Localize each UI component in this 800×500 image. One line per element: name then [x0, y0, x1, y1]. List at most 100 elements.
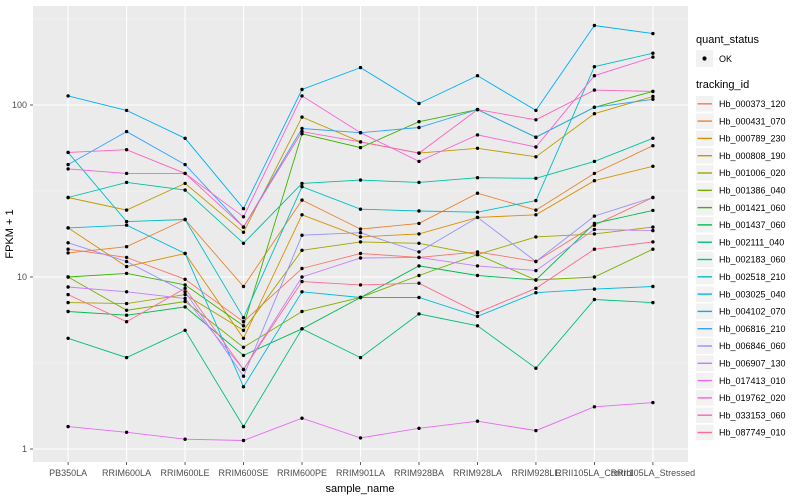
data-point — [124, 264, 129, 269]
data-point — [300, 126, 304, 131]
data-point — [124, 171, 129, 176]
data-point — [124, 430, 129, 434]
data-point — [66, 285, 70, 289]
data-point — [651, 247, 655, 251]
data-point — [183, 283, 187, 287]
data-point — [124, 148, 129, 152]
data-point — [534, 145, 538, 149]
data-point — [592, 247, 597, 251]
data-point — [651, 164, 655, 168]
data-point — [241, 438, 246, 443]
data-point — [651, 55, 655, 59]
data-point — [124, 320, 129, 324]
legend-item: Hb_006846_060 — [696, 338, 786, 354]
data-point — [592, 287, 597, 291]
data-point — [417, 125, 421, 130]
data-point — [592, 171, 597, 176]
legend-tracking-title: tracking_id — [696, 79, 749, 91]
data-point — [124, 108, 129, 113]
data-point — [358, 227, 363, 231]
data-point — [475, 252, 480, 257]
data-point — [241, 225, 246, 229]
data-point — [358, 240, 363, 244]
data-point — [358, 295, 363, 300]
data-point — [300, 275, 304, 279]
data-point — [241, 241, 246, 245]
data-point — [241, 385, 246, 389]
x-tick-label: RRIM600LE — [161, 468, 210, 478]
data-point — [183, 437, 187, 441]
data-point — [183, 217, 187, 222]
data-point — [475, 264, 480, 268]
x-tick-label: RRIM600LA — [102, 468, 151, 478]
data-point — [300, 279, 304, 284]
legend-item: Hb_033153_060 — [696, 407, 786, 423]
data-point — [300, 266, 304, 271]
y-axis-title: FPKM + 1 — [4, 209, 16, 258]
data-point — [124, 313, 129, 317]
data-point — [300, 327, 304, 331]
legend-items: Hb_000373_120 Hb_000431_070 Hb_000789_230 H… — [696, 96, 786, 441]
legend-item-label: Hb_017413_010 — [719, 376, 786, 386]
data-point — [651, 136, 655, 140]
x-tick-label: RRII105LA_Stressed — [611, 468, 696, 478]
data-point — [300, 129, 304, 134]
data-point — [300, 309, 304, 314]
data-point — [241, 336, 246, 340]
legend-item: Hb_000431_070 — [696, 113, 786, 129]
data-point — [183, 136, 187, 140]
legend-item: Hb_006816_210 — [696, 320, 786, 337]
data-point — [358, 131, 363, 135]
data-point — [475, 74, 480, 78]
data-point — [651, 300, 655, 305]
data-point — [475, 107, 480, 112]
data-point — [124, 180, 129, 185]
data-point — [417, 159, 421, 164]
legend-item-label: Hb_002111_040 — [719, 237, 784, 247]
data-point — [183, 188, 187, 192]
data-point — [592, 221, 597, 226]
legend-item: Hb_000789_230 — [696, 130, 786, 147]
data-point — [417, 250, 421, 254]
data-point — [417, 255, 421, 260]
legend-item-label: Hb_019762_020 — [719, 393, 786, 403]
data-point — [417, 151, 421, 155]
data-point — [417, 241, 421, 245]
data-point — [417, 273, 421, 278]
data-point — [417, 101, 421, 106]
legend-item-label: Hb_001437_060 — [719, 220, 786, 230]
data-point — [183, 171, 187, 176]
data-point — [417, 312, 421, 316]
data-point — [241, 353, 246, 358]
data-point — [183, 290, 187, 294]
data-point — [358, 178, 363, 182]
y-tick-label: 100 — [12, 100, 27, 110]
legend-item-label: Hb_001421_060 — [719, 203, 786, 213]
legend-item: Hb_004102_070 — [696, 303, 786, 320]
legend-item: Hb_002183_060 — [696, 251, 786, 268]
data-point — [534, 268, 538, 273]
legend-item: Hb_001421_060 — [696, 199, 786, 216]
data-point — [651, 89, 655, 94]
legend-item-label: Hb_002183_060 — [719, 255, 786, 265]
data-point — [241, 324, 246, 328]
data-point — [66, 251, 70, 255]
data-point — [534, 366, 538, 370]
legend-item: Hb_001006_020 — [696, 165, 786, 181]
legend-item: Hb_002111_040 — [696, 234, 784, 250]
legend-item-label: Hb_000808_190 — [719, 151, 786, 161]
data-point — [300, 416, 304, 420]
data-point — [300, 181, 304, 186]
legend: quant_status OK tracking_id Hb_000373_12… — [696, 34, 786, 441]
legend-item-label: Hb_087749_010 — [719, 428, 786, 438]
data-point — [358, 145, 363, 150]
data-point — [534, 235, 538, 239]
data-point — [124, 129, 129, 134]
data-point — [475, 133, 480, 137]
data-point — [651, 94, 655, 99]
data-point — [417, 180, 421, 185]
x-axis-title: sample_name — [325, 483, 394, 495]
data-point — [534, 213, 538, 217]
